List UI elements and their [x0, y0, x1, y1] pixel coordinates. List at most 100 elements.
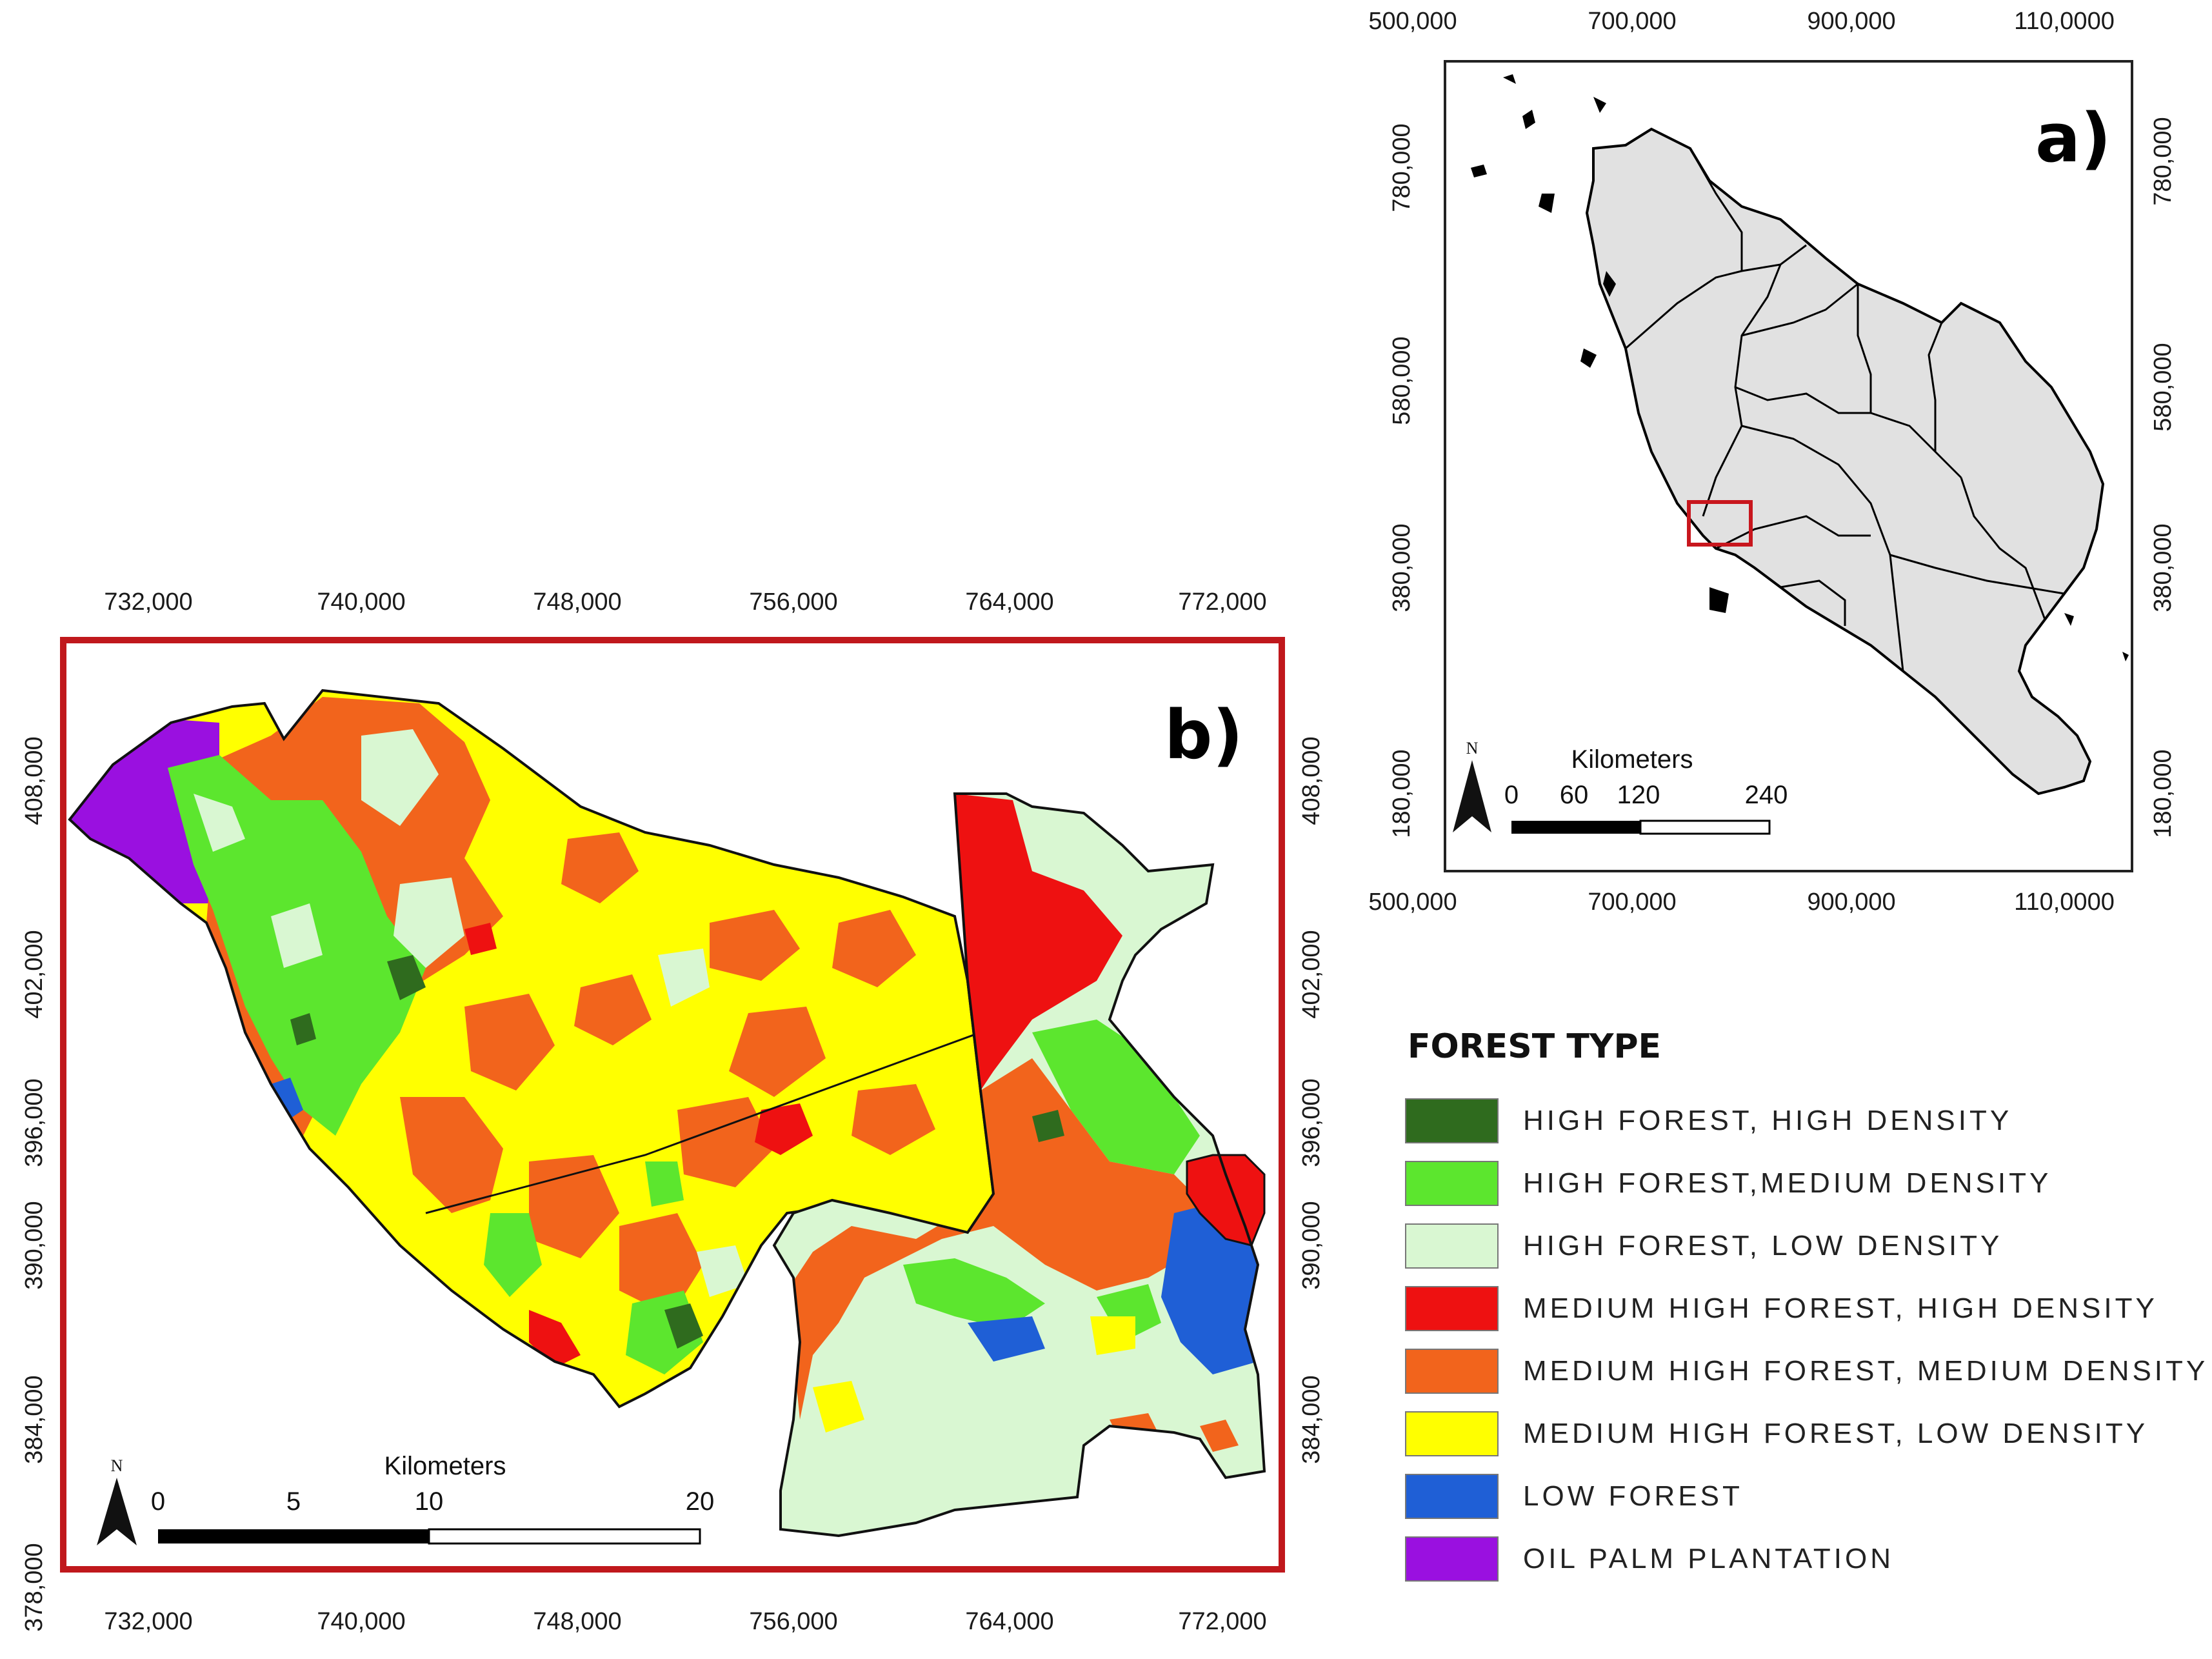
- x-tick-label: 748,000: [533, 588, 621, 616]
- high-forest-medium-area: [484, 1161, 703, 1374]
- scale-bar-label: 10: [415, 1487, 444, 1516]
- panel-b-x-ticks-bottom: 732,000 740,000 748,000 756,000 764,000 …: [104, 1608, 1266, 1635]
- panel-a-y-ticks-right: 780,000 580,000 380,000 180,000: [2149, 117, 2177, 838]
- x-tick-label: 772,000: [1178, 588, 1266, 616]
- legend-swatch: [1405, 1223, 1499, 1269]
- x-tick-label: 740,000: [317, 1608, 405, 1635]
- high-forest-high-area: [1032, 1110, 1064, 1142]
- low-forest-area: [271, 1078, 303, 1123]
- y-tick-label: 378,000: [21, 1543, 48, 1631]
- y-tick-label: 780,000: [2149, 117, 2177, 205]
- panel-a-x-ticks-bottom: 500,000 700,000 900,000 110,0000: [1368, 889, 2115, 916]
- legend-item: HIGH FOREST, HIGH DENSITY: [1405, 1089, 2205, 1152]
- x-tick-label: 764,000: [965, 1608, 1053, 1635]
- legend: FOREST TYPE HIGH FOREST, HIGH DENSITY HI…: [1405, 1027, 2205, 1590]
- y-tick-label: 402,000: [21, 930, 48, 1018]
- y-tick-label: 408,000: [21, 736, 48, 825]
- panel-b-y-ticks-left: 408,000 402,000 396,000 390,000 384,000 …: [21, 736, 48, 1631]
- y-tick-label: 180,000: [1388, 749, 1415, 838]
- x-tick-label: 764,000: [965, 588, 1053, 616]
- x-tick-label: 772,000: [1178, 1608, 1266, 1635]
- panel-a: 500,000 700,000 900,000 110,0000 500,000…: [1368, 8, 2177, 916]
- y-tick-label: 380,000: [1388, 523, 1415, 612]
- high-forest-medium-area: [1032, 1020, 1200, 1174]
- legend-item: HIGH FOREST, LOW DENSITY: [1405, 1214, 2205, 1277]
- y-tick-label: 180,000: [2149, 749, 2177, 838]
- high-forest-high-area: [664, 1303, 703, 1349]
- y-tick-label: 408,000: [1298, 736, 1325, 825]
- panel-b-scale-bar: Kilometers 0 5 10 20: [151, 1452, 715, 1545]
- x-tick-label: 110,0000: [2014, 8, 2115, 35]
- y-tick-label: 396,000: [21, 1078, 48, 1167]
- legend-label: HIGH FOREST, HIGH DENSITY: [1523, 1104, 2013, 1136]
- legend-swatch: [1405, 1411, 1499, 1456]
- state-boundaries: [1625, 148, 2065, 672]
- y-tick-label: 390,000: [1298, 1201, 1325, 1289]
- north-label: N: [111, 1456, 123, 1475]
- panel-b-x-ticks-top: 732,000 740,000 748,000 756,000 764,000 …: [104, 588, 1266, 616]
- forest-map-west: [68, 689, 995, 1408]
- x-tick-label: 500,000: [1368, 889, 1457, 916]
- panel-a-letter: a): [2035, 99, 2111, 177]
- legend-item: MEDIUM HIGH FOREST, LOW DENSITY: [1405, 1402, 2205, 1465]
- north-arrow-icon: [1453, 760, 1491, 832]
- high-forest-low-area: [194, 729, 464, 968]
- legend-label: HIGH FOREST,MEDIUM DENSITY: [1523, 1167, 2052, 1199]
- study-area-box: [1687, 500, 1753, 547]
- panel-b-letter: b): [1164, 696, 1243, 774]
- scale-bar-title: Kilometers: [384, 1452, 506, 1480]
- y-tick-label: 384,000: [21, 1375, 48, 1463]
- panel-a-y-ticks-left: 780,000 580,000 380,000 180,000: [1388, 123, 1415, 838]
- legend-item: OIL PALM PLANTATION: [1405, 1527, 2205, 1590]
- legend-label: MEDIUM HIGH FOREST, HIGH DENSITY: [1523, 1292, 2158, 1324]
- low-forest-area: [968, 1200, 1258, 1374]
- y-tick-label: 402,000: [1298, 930, 1325, 1018]
- legend-swatch: [1405, 1098, 1499, 1143]
- scale-bar-label: 5: [286, 1487, 301, 1516]
- islands: [1471, 74, 2129, 661]
- x-tick-label: 700,000: [1588, 8, 1676, 35]
- x-tick-label: 110,0000: [2014, 889, 2115, 916]
- scale-bar-label: 20: [686, 1487, 715, 1516]
- y-tick-label: 580,000: [1388, 336, 1415, 425]
- scale-bar-label: 120: [1617, 781, 1660, 809]
- x-tick-label: 740,000: [317, 588, 405, 616]
- y-tick-label: 396,000: [1298, 1078, 1325, 1167]
- x-tick-label: 756,000: [749, 588, 837, 616]
- x-tick-label: 700,000: [1588, 889, 1676, 916]
- y-tick-label: 390,000: [21, 1201, 48, 1289]
- legend-swatch: [1405, 1160, 1499, 1206]
- legend-item: MEDIUM HIGH FOREST, MEDIUM DENSITY: [1405, 1340, 2205, 1402]
- legend-item: MEDIUM HIGH FOREST, HIGH DENSITY: [1405, 1277, 2205, 1340]
- medium-high-medium-area: [787, 1058, 1213, 1420]
- panel-b-y-ticks-right: 408,000 402,000 396,000 390,000 384,000: [1298, 736, 1325, 1463]
- x-tick-label: 732,000: [104, 588, 192, 616]
- legend-swatch: [1405, 1285, 1499, 1331]
- medium-high-medium-area: [400, 832, 935, 1316]
- peninsula-map: [1471, 74, 2129, 796]
- scale-bar-label: 240: [1745, 781, 1788, 809]
- y-tick-label: 580,000: [2149, 343, 2177, 431]
- panel-a-scale-bar: Kilometers 0 60 120 240: [1504, 745, 1788, 835]
- y-tick-label: 384,000: [1298, 1375, 1325, 1463]
- north-label: N: [1466, 739, 1479, 758]
- scale-bar-label: 60: [1560, 781, 1589, 809]
- medium-high-low-area: [813, 1316, 1135, 1433]
- x-tick-label: 756,000: [749, 1608, 837, 1635]
- north-arrow-icon: [97, 1478, 137, 1545]
- panel-b-frame: [60, 637, 1285, 1573]
- panel-a-north-arrow: N: [1453, 739, 1491, 832]
- legend-label: MEDIUM HIGH FOREST, LOW DENSITY: [1523, 1417, 2149, 1449]
- x-tick-label: 732,000: [104, 1608, 192, 1635]
- high-forest-medium-area: [903, 1258, 1161, 1342]
- scale-bar-label: 0: [151, 1487, 165, 1516]
- legend-label: LOW FOREST: [1523, 1480, 1743, 1512]
- x-tick-label: 748,000: [533, 1608, 621, 1635]
- panel-b: 732,000 740,000 748,000 756,000 764,000 …: [21, 588, 1325, 1635]
- legend-title: FOREST TYPE: [1408, 1027, 1662, 1066]
- scale-bar-title: Kilometers: [1571, 745, 1693, 774]
- x-tick-label: 500,000: [1368, 8, 1457, 35]
- x-tick-label: 900,000: [1807, 889, 1895, 916]
- scale-bar-label: 0: [1504, 781, 1519, 809]
